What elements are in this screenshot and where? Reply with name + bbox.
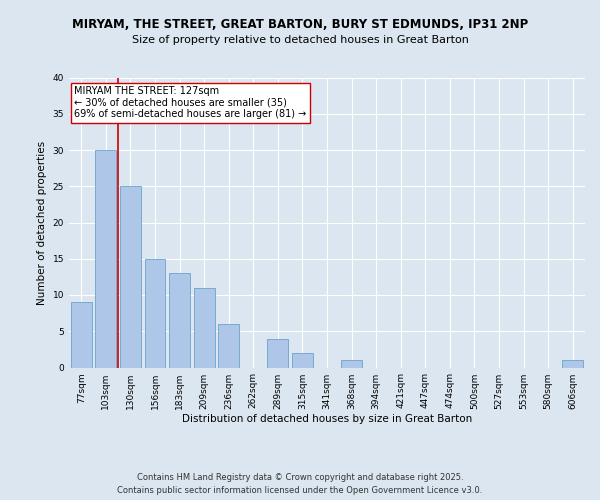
Bar bbox=[120, 186, 141, 368]
Text: MIRYAM, THE STREET, GREAT BARTON, BURY ST EDMUNDS, IP31 2NP: MIRYAM, THE STREET, GREAT BARTON, BURY S… bbox=[72, 18, 528, 30]
Bar bbox=[194, 288, 215, 368]
Text: Contains HM Land Registry data © Crown copyright and database right 2025.
Contai: Contains HM Land Registry data © Crown c… bbox=[118, 473, 482, 495]
Bar bbox=[218, 324, 239, 368]
Bar bbox=[341, 360, 362, 368]
Bar bbox=[71, 302, 92, 368]
Bar bbox=[145, 259, 166, 368]
Bar bbox=[292, 353, 313, 368]
Text: Size of property relative to detached houses in Great Barton: Size of property relative to detached ho… bbox=[131, 35, 469, 45]
Bar bbox=[268, 338, 289, 368]
Y-axis label: Number of detached properties: Number of detached properties bbox=[37, 140, 47, 304]
Text: MIRYAM THE STREET: 127sqm
← 30% of detached houses are smaller (35)
69% of semi-: MIRYAM THE STREET: 127sqm ← 30% of detac… bbox=[74, 86, 307, 120]
Bar bbox=[169, 273, 190, 368]
Bar bbox=[562, 360, 583, 368]
X-axis label: Distribution of detached houses by size in Great Barton: Distribution of detached houses by size … bbox=[182, 414, 472, 424]
Bar bbox=[95, 150, 116, 368]
